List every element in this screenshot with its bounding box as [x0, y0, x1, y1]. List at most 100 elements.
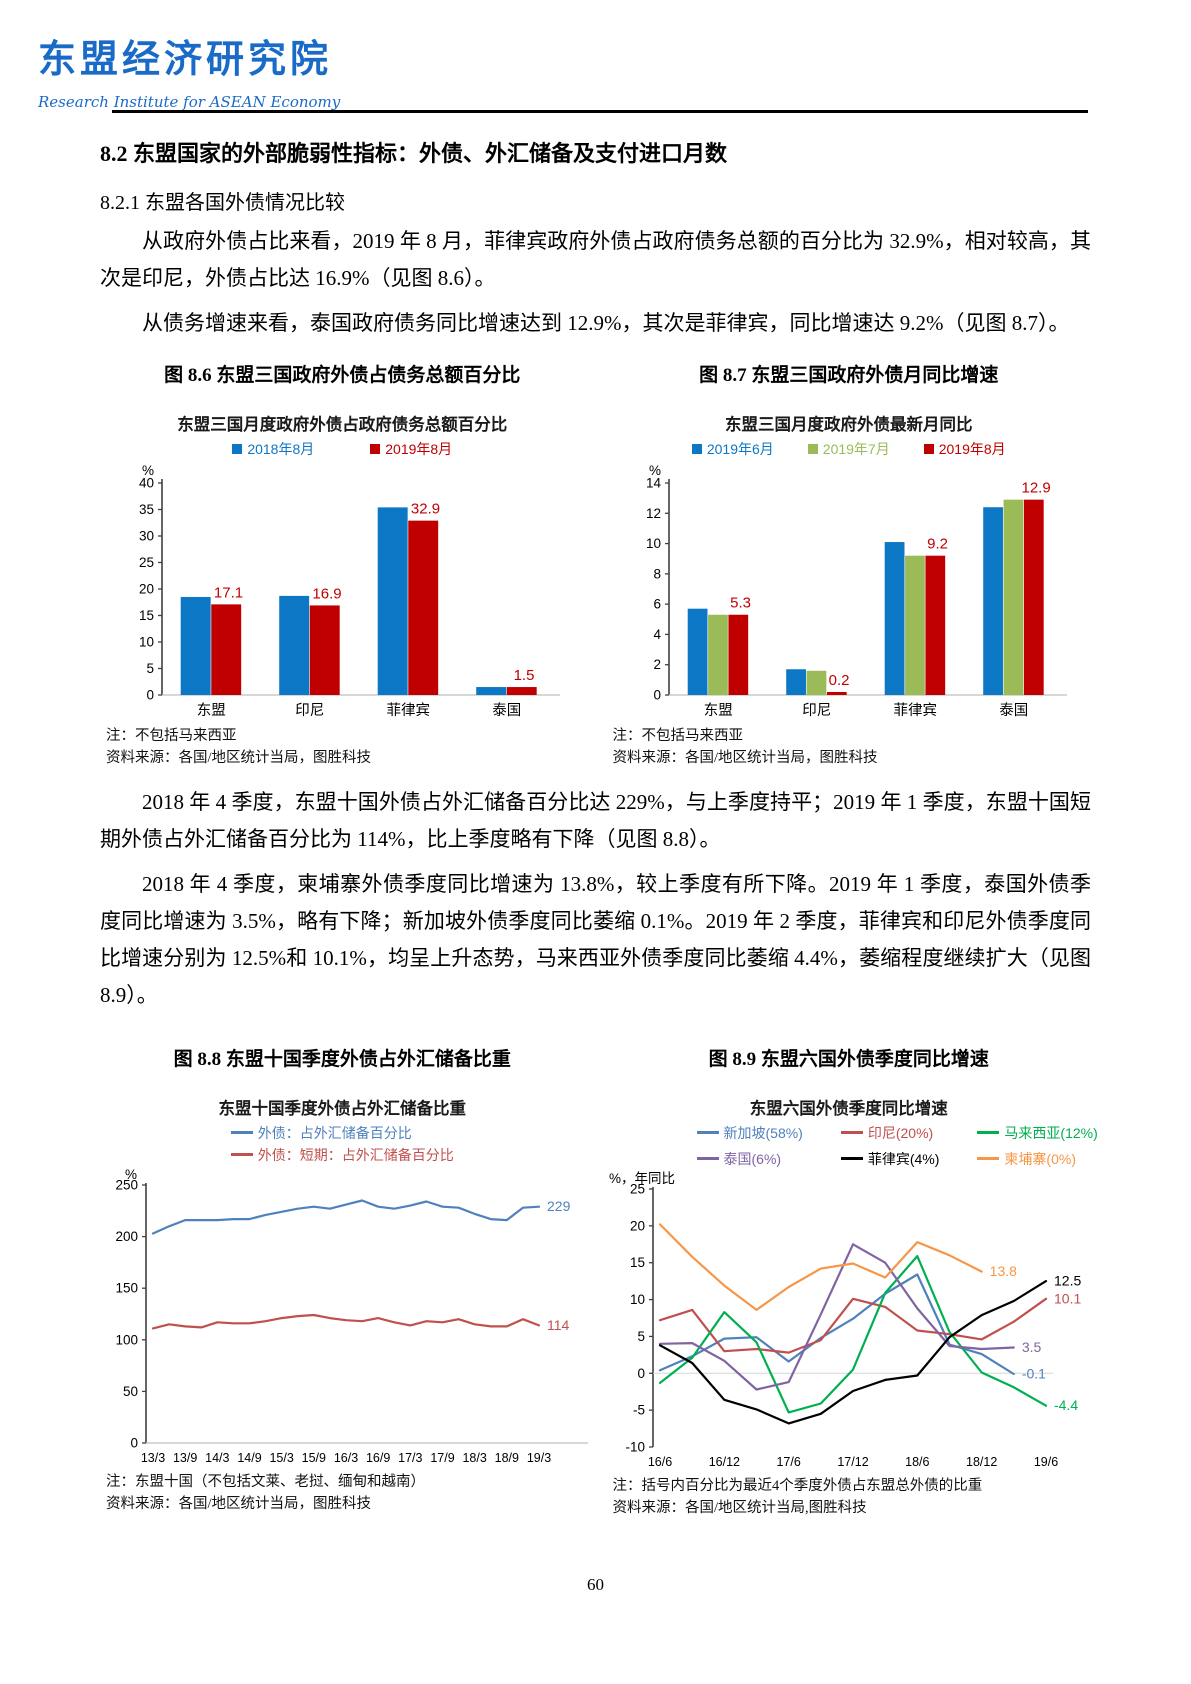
- legend-label: 外债：短期：占外汇储备百分比: [257, 1146, 454, 1163]
- y-axis-unit: %: [125, 1167, 137, 1182]
- bar: [1023, 499, 1044, 695]
- figure-8-6-legend: 2018年8月 2019年8月: [100, 439, 585, 459]
- legend-item: 印尼(20%): [840, 1123, 933, 1143]
- legend-label: 2019年6月: [706, 441, 774, 457]
- y-tick-label: 10: [139, 635, 154, 650]
- legend-swatch: [696, 1131, 719, 1135]
- x-tick-label: 18/3: [462, 1451, 486, 1465]
- x-tick-label: 16/9: [366, 1451, 390, 1465]
- y-tick-label: 250: [115, 1177, 138, 1192]
- bar-value-label: 0.2: [828, 672, 849, 689]
- page-content: 8.2 东盟国家的外部脆弱性指标：外债、外汇储备及支付进口月数 8.2.1 东盟…: [100, 128, 1098, 1520]
- y-tick-label: 8: [653, 566, 661, 581]
- legend-label: 外债：占外汇储备百分比: [257, 1124, 412, 1141]
- figure-8-8: 图 8.8 东盟十国季度外债占外汇储备比重 东盟十国季度外债占外汇储备比重 外债…: [100, 1044, 588, 1520]
- bar: [211, 604, 242, 695]
- y-axis-unit: %，年同比: [609, 1171, 675, 1186]
- y-tick-label: 150: [115, 1281, 138, 1296]
- figure-8-6-caption: 图 8.6 东盟三国政府外债占债务总额百分比: [164, 365, 521, 386]
- data-line: [658, 1273, 1015, 1376]
- bar: [982, 507, 1003, 695]
- x-category-label: 泰国: [493, 702, 522, 719]
- bar: [377, 507, 408, 695]
- bar-value-label: 12.9: [1021, 480, 1050, 497]
- legend-swatch: [230, 1153, 253, 1157]
- figure-row-1: 图 8.6 东盟三国政府外债占债务总额百分比 东盟三国月度政府外债占政府债务总额…: [100, 360, 1091, 770]
- figure-8-9-note: 注：括号内百分比为最近4个季度外债占东盟总外债的比重: [612, 1477, 983, 1494]
- x-category-label: 印尼: [802, 702, 831, 719]
- x-category-label: 菲律宾: [387, 702, 431, 719]
- legend-item: 2019年8月: [370, 439, 452, 459]
- y-tick-label: 25: [629, 1181, 644, 1196]
- bar-value-label: 32.9: [411, 501, 440, 518]
- x-category-label: 泰国: [999, 702, 1028, 719]
- figure-8-9-legend: 新加坡(58%) 印尼(20%) 马来西亚(12%) 泰国(6%) 菲律宾(4%) 柬埔寨…: [696, 1123, 1098, 1169]
- y-tick-label: 0: [637, 1366, 645, 1381]
- y-tick-label: 10: [629, 1292, 644, 1307]
- header-divider: [112, 110, 1088, 113]
- legend-item: 菲律宾(4%): [840, 1149, 940, 1169]
- figure-8-6-note: 注：不包括马来西亚: [106, 728, 237, 744]
- legend-item: 外债：短期：占外汇储备百分比: [230, 1145, 454, 1165]
- bar-value-label: 17.1: [214, 584, 243, 601]
- bar: [180, 596, 211, 695]
- bar: [728, 614, 748, 695]
- bar-value-label: 9.2: [927, 536, 948, 553]
- y-tick-label: 5: [637, 1329, 645, 1344]
- figure-8-9-title: 东盟六国外债季度同比增速: [749, 1099, 948, 1118]
- legend-swatch: [923, 444, 934, 454]
- figure-8-9-plot: %，年同比 -10 -5 0 5 10 15 20 25 16/6 16/12 17/6 17/12 18…: [609, 1171, 1081, 1469]
- y-tick-label: 14: [646, 476, 662, 491]
- y-tick-label: 20: [629, 1218, 644, 1233]
- legend-item: 泰国(6%): [696, 1149, 781, 1169]
- figure-8-7-title: 东盟三国月度政府外债最新月同比: [725, 416, 973, 434]
- legend-swatch: [691, 444, 702, 454]
- figure-8-9-source: 资料来源：各国/地区统计当局,图胜科技: [612, 1500, 867, 1517]
- line-end-label: 12.5: [1054, 1273, 1081, 1289]
- line-end-label: -0.1: [1021, 1365, 1045, 1381]
- data-line: [658, 1297, 1047, 1354]
- legend-swatch: [840, 1131, 863, 1135]
- y-tick-label: 0: [653, 688, 661, 703]
- y-tick-label: 30: [139, 529, 154, 544]
- bar: [408, 520, 439, 695]
- y-tick-label: 4: [653, 627, 661, 642]
- x-tick-label: 14/9: [237, 1451, 261, 1465]
- y-tick-label: 35: [139, 502, 154, 517]
- x-tick-label: 16/12: [708, 1455, 739, 1469]
- line-end-label: 10.1: [1054, 1290, 1081, 1306]
- y-tick-label: 100: [115, 1332, 138, 1347]
- legend-swatch: [370, 444, 381, 454]
- figure-8-7-note: 注：不包括马来西亚: [612, 728, 744, 744]
- y-tick-label: 40: [139, 476, 154, 491]
- y-tick-label: 2: [653, 657, 661, 672]
- legend-label: 2019年8月: [938, 441, 1006, 457]
- figure-8-8-note: 注：东盟十国（不包括文莱、老挝、缅甸和越南）: [106, 1473, 425, 1490]
- paragraph-2: 从债务增速来看，泰国政府债务同比增速达到 12.9%，其次是菲律宾，同比增速达 …: [142, 311, 1070, 335]
- x-tick-label: 14/3: [205, 1451, 229, 1465]
- y-tick-label: 20: [139, 582, 154, 597]
- legend-label: 菲律宾(4%): [867, 1150, 940, 1167]
- x-tick-label: 15/9: [302, 1451, 326, 1465]
- bar: [476, 687, 507, 695]
- legend-item: 新加坡(58%): [696, 1123, 803, 1143]
- legend-swatch: [230, 1131, 253, 1135]
- figure-8-8-plot: % 0 50 100 150 200 250 13/3 13/9 14/3 14/9 15/3 15/9…: [115, 1167, 588, 1465]
- x-tick-label: 17/9: [430, 1451, 454, 1465]
- x-tick-label: 19/6: [1033, 1455, 1057, 1469]
- bar: [279, 595, 310, 695]
- bar: [806, 670, 827, 695]
- legend-label: 2018年8月: [247, 441, 315, 457]
- figure-row-2: 图 8.8 东盟十国季度外债占外汇储备比重 东盟十国季度外债占外汇储备比重 外债…: [100, 1044, 1098, 1520]
- line-end-label: 114: [547, 1317, 570, 1333]
- legend-item: 2019年6月: [691, 439, 774, 459]
- legend-item: 2018年8月: [232, 439, 314, 459]
- bar: [687, 608, 708, 695]
- figure-8-8-legend: 外债：占外汇储备百分比外债：短期：占外汇储备百分比: [230, 1123, 454, 1165]
- data-line: [151, 1199, 541, 1235]
- x-tick-label: 17/3: [398, 1451, 422, 1465]
- legend-swatch: [840, 1157, 863, 1161]
- figure-8-7-caption: 图 8.7 东盟三国政府外债月同比增速: [699, 365, 999, 386]
- figure-8-6-plot: % 0 5 10 15 20 25 30 35 40 东盟 17.1 印尼 16.9 菲律宾 32.9 泰国 1.…: [139, 463, 561, 719]
- bar: [507, 687, 537, 695]
